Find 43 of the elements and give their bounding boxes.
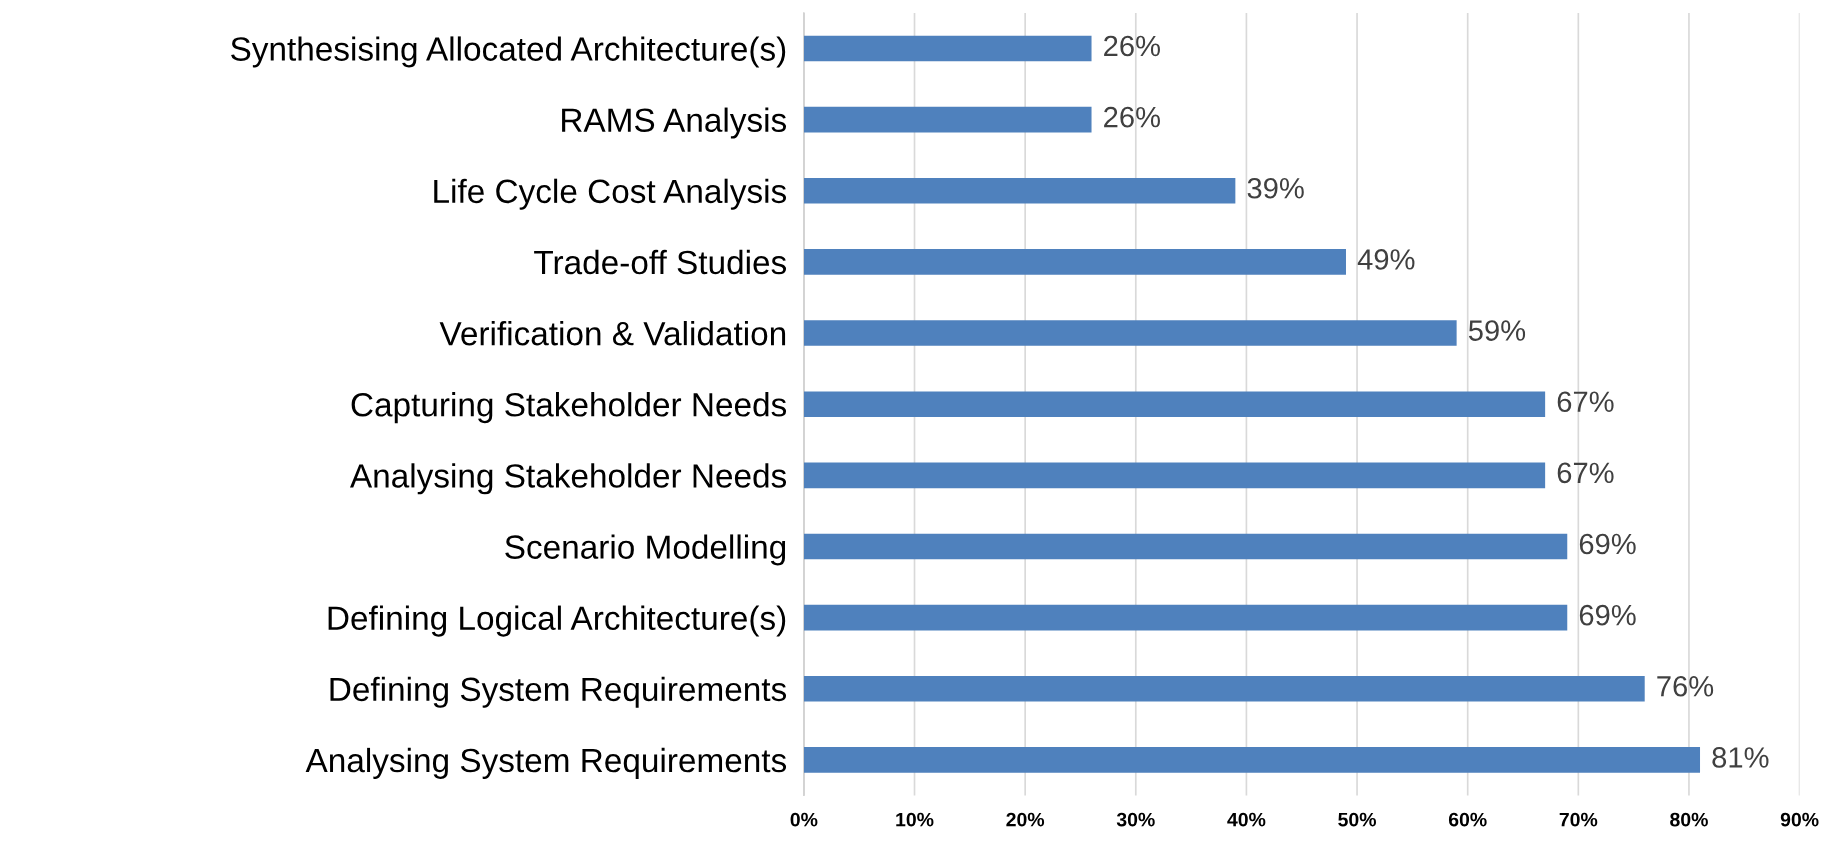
bar xyxy=(803,177,1236,204)
x-tick-label: 10% xyxy=(896,812,934,827)
y-tick-label: Analysing System Requirements xyxy=(305,747,787,779)
y-tick-label: Capturing Stakeholder Needs xyxy=(351,392,787,424)
y-tick-label: Synthesising Allocated Architecture(s) xyxy=(231,36,786,68)
bar xyxy=(803,391,1546,418)
bar xyxy=(803,747,1701,773)
y-tick-label: Analysing Stakeholder Needs xyxy=(350,463,787,495)
data-label: 26% xyxy=(1104,106,1160,128)
x-tick-label: 60% xyxy=(1448,812,1487,827)
data-label: 69% xyxy=(1579,533,1636,555)
x-tick-label: 90% xyxy=(1780,812,1819,827)
bar xyxy=(803,106,1092,133)
bar xyxy=(803,462,1546,489)
y-tick-label: RAMS Analysis xyxy=(562,107,787,139)
y-tick-label: Defining System Requirements xyxy=(330,676,787,708)
x-tick-label: 20% xyxy=(1006,812,1045,827)
data-label: 76% xyxy=(1657,675,1714,697)
x-tick-label: 30% xyxy=(1116,812,1155,827)
bar xyxy=(803,604,1568,631)
x-tick-label: 70% xyxy=(1559,812,1598,827)
y-tick-label: Defining Logical Architecture(s) xyxy=(328,605,786,637)
x-tick-label: 40% xyxy=(1227,812,1266,827)
data-label: 59% xyxy=(1468,320,1526,341)
y-tick-label: Verification & Validation xyxy=(439,320,786,346)
x-tick-label: 0% xyxy=(790,812,818,827)
data-label: 67% xyxy=(1557,391,1614,413)
bar xyxy=(803,675,1645,702)
y-tick-label: Trade-off Studies xyxy=(534,249,787,275)
data-label: 81% xyxy=(1712,747,1769,768)
bar xyxy=(803,533,1568,560)
data-label: 39% xyxy=(1247,177,1304,199)
data-label: 49% xyxy=(1357,249,1415,270)
data-label: 69% xyxy=(1579,604,1636,626)
bar xyxy=(803,320,1457,346)
x-tick-label: 80% xyxy=(1670,812,1708,827)
data-label: 26% xyxy=(1104,35,1160,57)
data-label: 67% xyxy=(1557,462,1614,484)
y-tick-label: Scenario Modelling xyxy=(505,534,786,566)
bar xyxy=(803,249,1346,275)
bar xyxy=(803,35,1092,62)
x-tick-label: 50% xyxy=(1338,812,1376,827)
y-tick-label: Life Cycle Cost Analysis xyxy=(434,178,787,210)
